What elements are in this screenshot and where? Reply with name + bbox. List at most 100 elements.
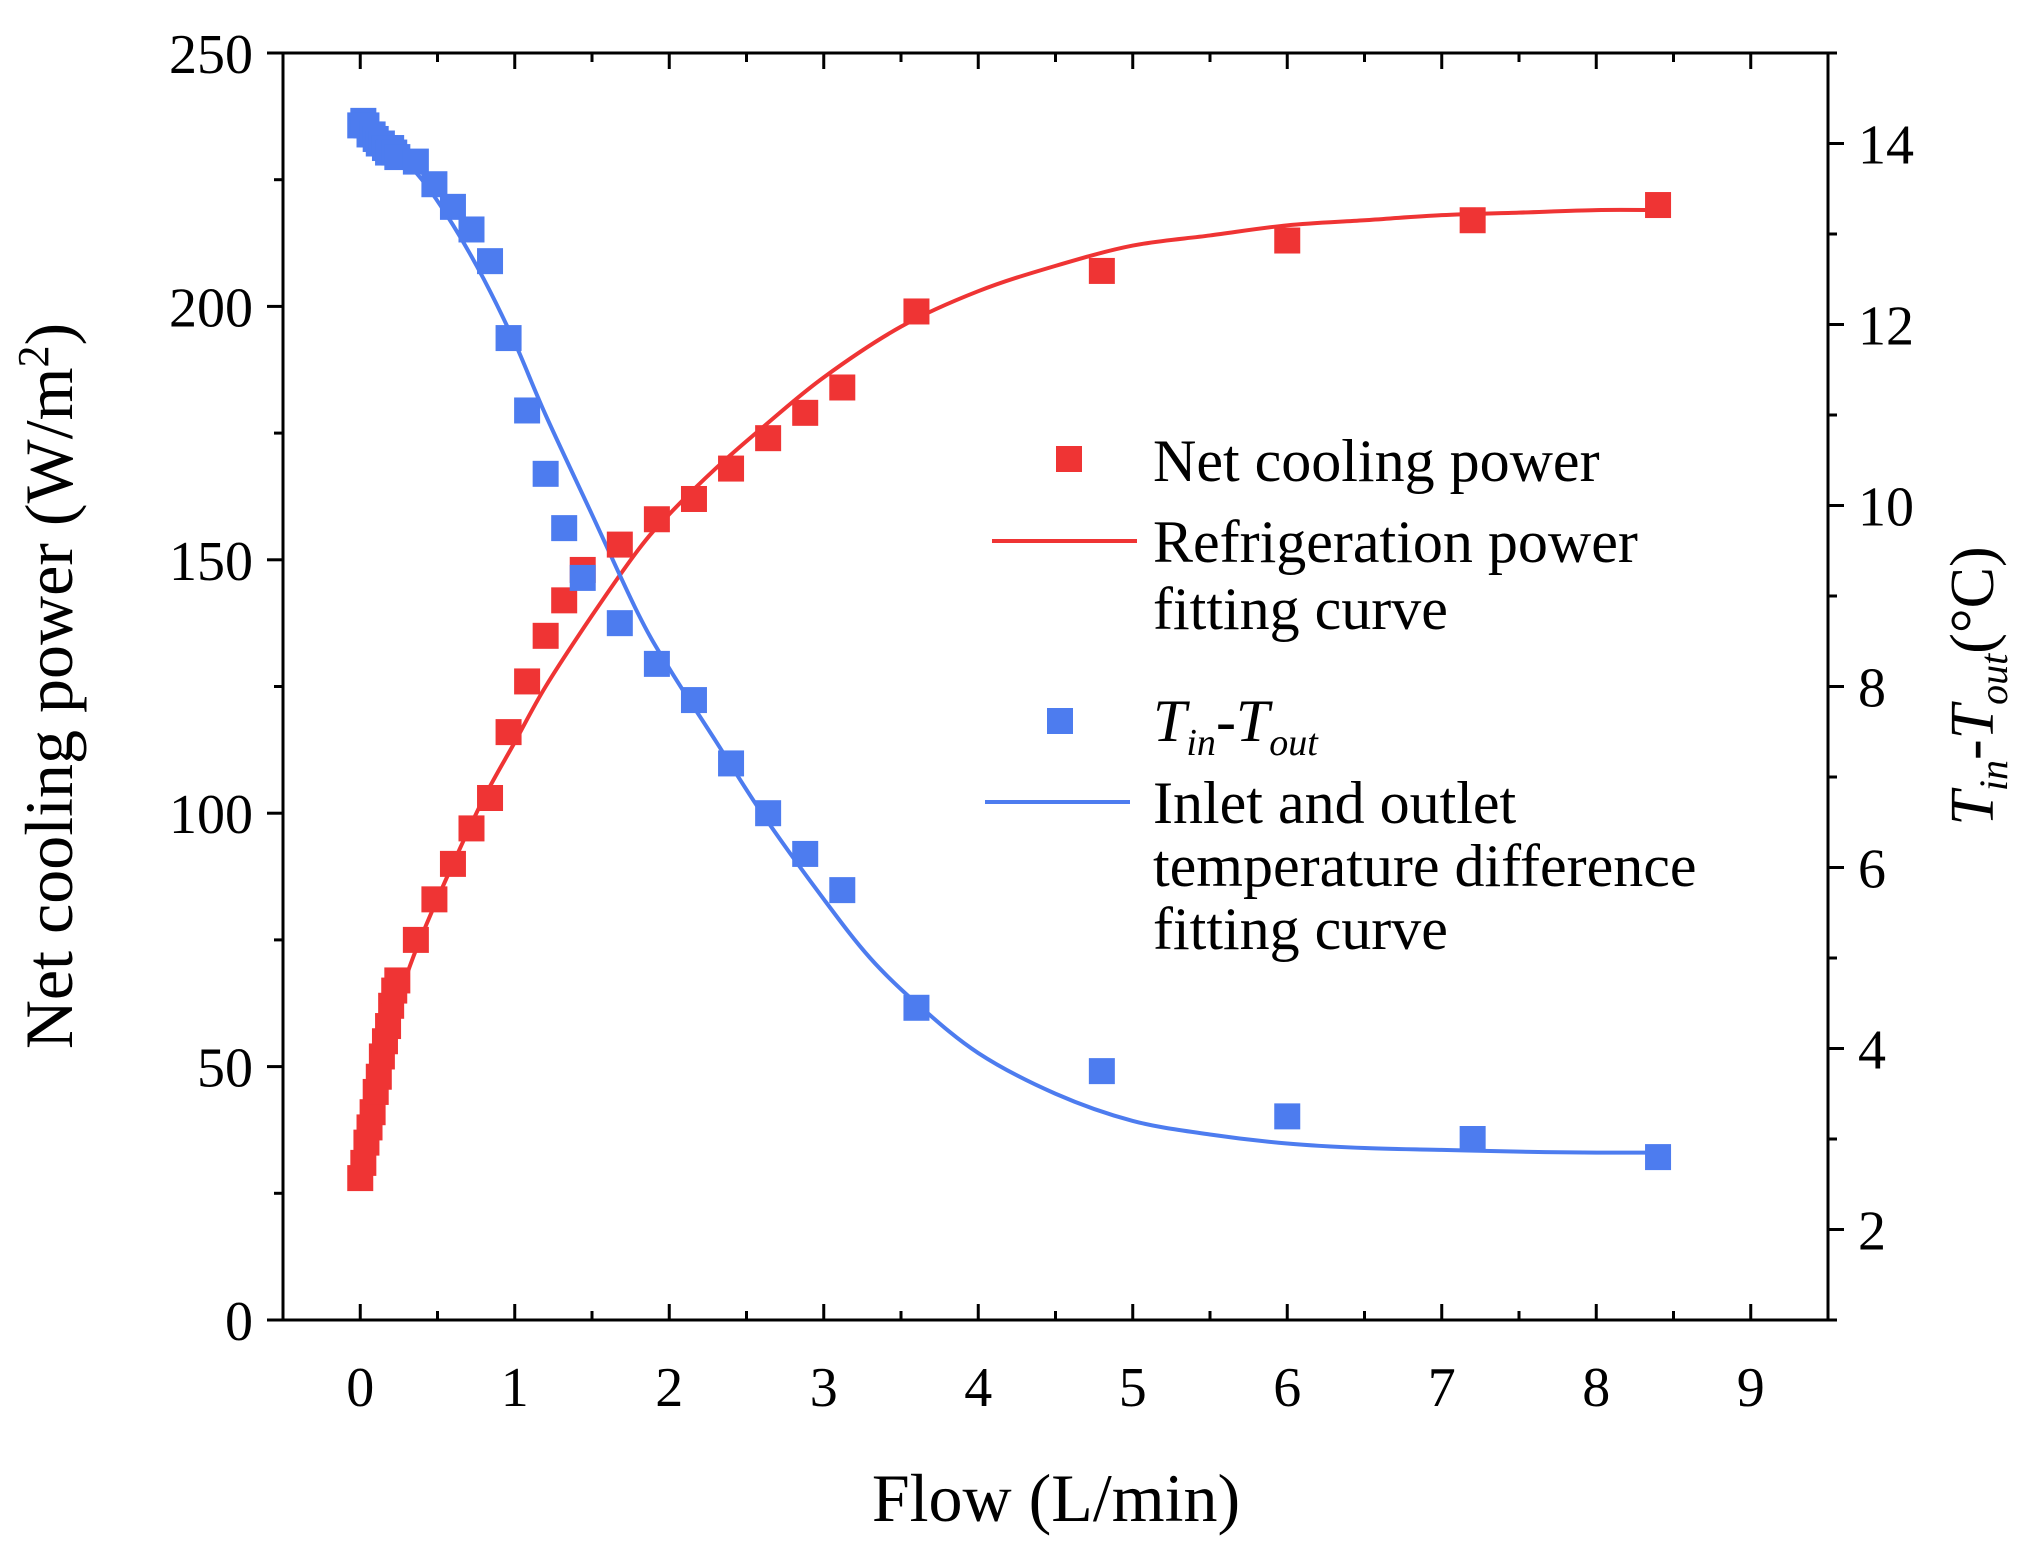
power-marker [792, 399, 819, 426]
legend-marker-net-cooling-power [1056, 446, 1082, 472]
y-tick-label-200: 200 [169, 277, 253, 339]
y-axis-label: Net cooling power (W/m2) [9, 323, 88, 1049]
legend-label-temperature-fit-line3: fitting curve [1153, 896, 1448, 962]
temp-marker [1274, 1103, 1301, 1130]
temp-marker [1459, 1126, 1486, 1152]
power-marker [495, 719, 522, 746]
temp-marker [569, 564, 596, 591]
x-tick-label-7: 7 [1428, 1357, 1456, 1419]
x-tick-label-6: 6 [1273, 1357, 1301, 1419]
temp-marker [402, 148, 429, 175]
y-axis-label-main: Net cooling power (W/m [11, 367, 87, 1049]
legend-label-tin-tout-t2: T [1236, 688, 1273, 754]
x-tick-label-2: 2 [655, 1357, 683, 1419]
power-marker [421, 886, 448, 913]
temp-marker [606, 610, 633, 637]
power-marker [718, 455, 745, 482]
temp-marker [551, 515, 578, 542]
power-marker [903, 298, 930, 325]
legend: Net cooling power Refrigeration power fi… [985, 428, 1697, 962]
temp-marker [903, 994, 930, 1021]
legend-label-tin-tout-sub1: in [1186, 722, 1216, 764]
x-tick-label-9: 9 [1737, 1357, 1765, 1419]
y2-tick-label-14: 14 [1858, 115, 1914, 177]
power-marker [514, 668, 541, 695]
x-tick-label-5: 5 [1119, 1357, 1147, 1419]
legend-label-temperature-fit-line2: temperature difference [1153, 833, 1697, 899]
power-marker [1088, 257, 1115, 284]
legend-label-temperature-fit-line1: Inlet and outlet [1153, 770, 1517, 836]
y2-tick-label-8: 8 [1858, 658, 1886, 720]
legend-label-tin-tout: Tin-Tout [1153, 688, 1319, 764]
y2-tick-label-10: 10 [1858, 477, 1914, 539]
legend-label-tin-tout-dash: - [1216, 688, 1236, 754]
y2-axis-label: Tin-Tout(°C) [1939, 546, 2016, 825]
y2-tick-label-6: 6 [1858, 839, 1886, 901]
markers-layer [347, 107, 1672, 1192]
power-marker [755, 425, 782, 452]
temp-marker [1645, 1144, 1672, 1171]
x-tick-label-4: 4 [964, 1357, 992, 1419]
legend-label-net-cooling-power: Net cooling power [1153, 428, 1600, 494]
legend-marker-tin-tout [1047, 708, 1073, 734]
y-tick-label-150: 150 [169, 531, 253, 593]
x-tick-label-3: 3 [810, 1357, 838, 1419]
temp-marker [829, 877, 856, 904]
y-tick-label-50: 50 [197, 1038, 253, 1100]
y2-axis-label-sub2: out [1971, 653, 2016, 705]
power-marker [551, 587, 578, 614]
y-axis-label-sup: 2 [9, 345, 58, 367]
temp-marker [439, 193, 466, 220]
power-marker [384, 967, 411, 994]
y2-axis-label-t2: T [1939, 700, 2007, 739]
temp-marker [495, 325, 522, 352]
temp-marker [532, 460, 559, 487]
power-marker [606, 531, 633, 558]
y-tick-label-0: 0 [225, 1291, 253, 1353]
y-axis-label-close: ) [11, 323, 87, 346]
y-tick-label-250: 250 [169, 24, 253, 86]
power-marker [458, 815, 485, 842]
x-tick-label-8: 8 [1582, 1357, 1610, 1419]
y2-axis-label-unit: (°C) [1939, 546, 2007, 653]
y2-tick-label-12: 12 [1858, 296, 1914, 358]
x-tick-label-0: 0 [346, 1357, 374, 1419]
legend-label-tin-tout-t1: T [1153, 688, 1190, 754]
power-marker [1459, 207, 1486, 234]
y2-axis-label-t1: T [1939, 787, 2007, 826]
y-tick-label-100: 100 [169, 784, 253, 846]
temp-marker [643, 650, 670, 677]
y2-tick-label-4: 4 [1858, 1020, 1886, 1082]
power-marker [1645, 192, 1672, 219]
temp-marker [514, 397, 541, 424]
temp-marker [755, 800, 782, 827]
temp-marker [718, 750, 745, 777]
power-marker [1274, 227, 1301, 254]
temp-marker [680, 687, 707, 714]
legend-label-refrigeration-fit-line2: fitting curve [1153, 576, 1448, 642]
y2-tick-label-2: 2 [1858, 1201, 1886, 1263]
temp-marker [421, 171, 448, 198]
power-marker [829, 374, 856, 401]
y2-axis-label-sub1: in [1971, 760, 2016, 791]
legend-label-tin-tout-sub2: out [1269, 722, 1319, 764]
x-tick-label-1: 1 [501, 1357, 529, 1419]
power-marker [477, 784, 504, 811]
power-marker [532, 622, 559, 649]
temp-marker [1088, 1058, 1115, 1085]
temp-fit-curve [359, 128, 1659, 1155]
legend-label-refrigeration-fit-line1: Refrigeration power [1153, 509, 1638, 575]
power-marker [680, 485, 707, 512]
y2-axis-label-dash: - [1939, 739, 2007, 760]
power-marker [643, 506, 670, 533]
power-fit-curve [358, 207, 1659, 1169]
temp-marker [458, 216, 485, 243]
x-axis-label: Flow (L/min) [872, 1460, 1240, 1536]
temp-marker [477, 248, 504, 275]
temp-marker [792, 840, 819, 867]
power-marker [439, 850, 466, 877]
power-marker [402, 926, 429, 953]
fit-curves-layer [358, 128, 1659, 1169]
